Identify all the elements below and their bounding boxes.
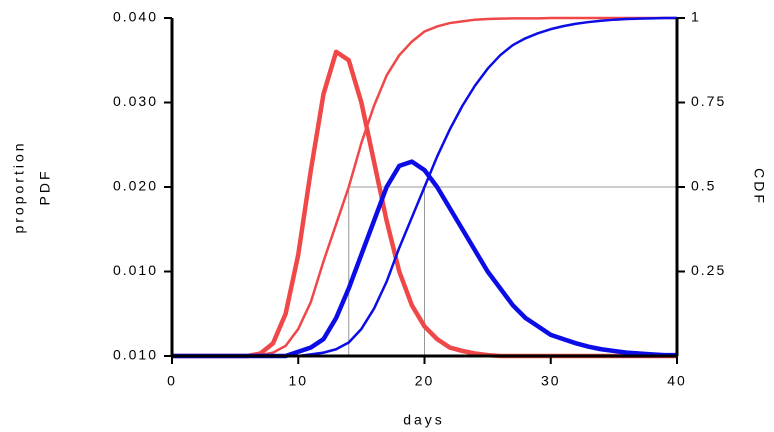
y-tick-label: 0.010 (113, 262, 158, 278)
x-tick-label: 30 (541, 373, 561, 389)
x-tick-label: 10 (288, 373, 308, 389)
y-tick-label: 0.030 (113, 93, 158, 109)
y2-tick-label: 0.5 (691, 178, 716, 194)
y2-axis-title: CDF (751, 168, 767, 206)
y-axis-title: proportion (11, 140, 27, 233)
x-tick-label: 40 (667, 373, 687, 389)
y-tick-label: 0.040 (113, 9, 158, 25)
x-tick-label: 0 (167, 373, 177, 389)
x-tick-label: 20 (415, 373, 435, 389)
y-axis-title: PDF (37, 169, 53, 206)
y-tick-label: 0.010 (113, 347, 158, 363)
x-axis-title: days (403, 412, 445, 428)
y2-tick-label: 0.25 (691, 262, 726, 278)
y-tick-label: 0.020 (113, 178, 158, 194)
y2-tick-label: 1 (691, 9, 701, 25)
y2-tick-label: 0.75 (691, 93, 726, 109)
